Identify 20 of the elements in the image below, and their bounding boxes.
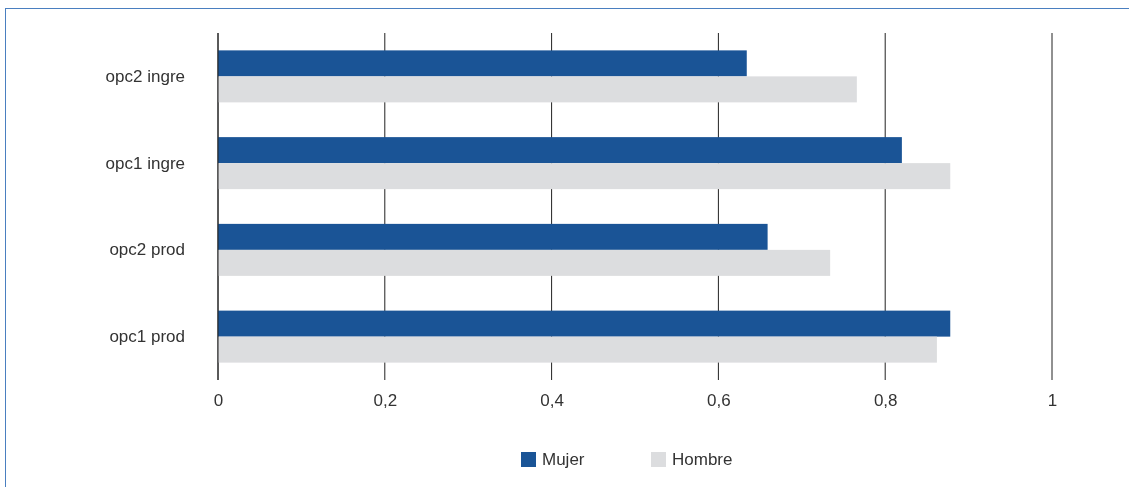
x-tick-label: 0,6	[707, 391, 731, 411]
bar	[218, 50, 747, 77]
x-tick-label: 1	[1047, 391, 1058, 411]
y-tick-label: opc2 prod	[109, 240, 185, 260]
bar	[218, 336, 937, 363]
y-tick-label: opc1 prod	[109, 327, 185, 347]
x-tick-label: 0,8	[873, 391, 898, 411]
x-tick-label: 0	[213, 391, 224, 411]
x-tick-label: 0,2	[373, 391, 398, 411]
legend-label: Mujer	[542, 450, 585, 469]
bar	[218, 310, 951, 337]
bar	[218, 137, 902, 164]
bar	[218, 249, 831, 276]
bar	[218, 223, 768, 250]
y-tick-label: opc1 ingre	[105, 153, 185, 173]
bar	[218, 163, 951, 190]
x-tick-label: 0,4	[540, 391, 564, 411]
bar	[218, 76, 857, 103]
legend-label: Hombre	[672, 450, 733, 469]
y-tick-label: opc2 ingre	[105, 66, 185, 86]
